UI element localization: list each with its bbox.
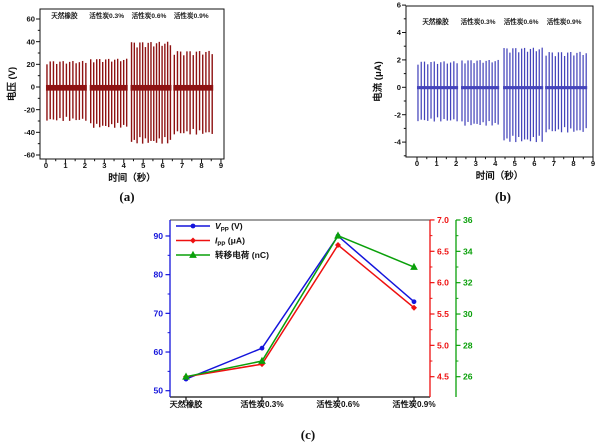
caption-b: (b) bbox=[495, 189, 511, 204]
svg-text:6: 6 bbox=[161, 161, 165, 170]
caption-c: (c) bbox=[300, 427, 316, 442]
svg-text:50: 50 bbox=[153, 386, 163, 396]
svg-text:32: 32 bbox=[463, 278, 473, 288]
svg-text:0: 0 bbox=[31, 83, 35, 92]
svg-text:天然橡胶: 天然橡胶 bbox=[170, 399, 204, 409]
svg-text:VPP (V): VPP (V) bbox=[215, 221, 243, 234]
svg-text:34: 34 bbox=[463, 246, 473, 256]
svg-text:-60: -60 bbox=[24, 151, 35, 160]
svg-text:活性炭0.9%: 活性炭0.9% bbox=[392, 399, 436, 409]
svg-text:70: 70 bbox=[153, 308, 163, 318]
svg-text:28: 28 bbox=[463, 340, 473, 350]
svg-text:36: 36 bbox=[463, 215, 473, 225]
svg-text:3: 3 bbox=[102, 161, 106, 170]
svg-text:4: 4 bbox=[122, 161, 127, 170]
svg-text:1: 1 bbox=[434, 159, 439, 168]
svg-text:天然橡胶: 天然橡胶 bbox=[422, 17, 449, 26]
svg-text:电压 (V): 电压 (V) bbox=[6, 67, 18, 101]
svg-text:活性炭0.6%: 活性炭0.6% bbox=[316, 399, 360, 409]
svg-text:40: 40 bbox=[27, 37, 35, 46]
svg-text:-2: -2 bbox=[394, 110, 401, 119]
svg-text:IPP (μA): IPP (μA) bbox=[215, 236, 245, 249]
svg-text:活性炭0.9%: 活性炭0.9% bbox=[174, 11, 209, 20]
svg-text:90: 90 bbox=[153, 231, 163, 241]
svg-text:活性炭0.3%: 活性炭0.3% bbox=[461, 17, 496, 26]
svg-text:2: 2 bbox=[397, 56, 401, 65]
panel-b-spikes bbox=[416, 47, 588, 143]
svg-text:活性炭0.3%: 活性炭0.3% bbox=[240, 399, 284, 409]
svg-text:20: 20 bbox=[27, 60, 35, 69]
svg-text:2: 2 bbox=[83, 161, 87, 170]
panel-b: 天然橡胶 活性炭0.3% 活性炭0.6% 活性炭0.9% -4 -2 0 2 4 6 0 1 2 3 4 5 6… bbox=[372, 1, 595, 182]
svg-text:7.0: 7.0 bbox=[437, 215, 449, 225]
svg-text:80: 80 bbox=[153, 270, 163, 280]
svg-text:0: 0 bbox=[415, 159, 419, 168]
svg-text:电流 (μA): 电流 (μA) bbox=[372, 61, 384, 102]
svg-text:-20: -20 bbox=[24, 105, 35, 114]
svg-text:活性炭0.3%: 活性炭0.3% bbox=[89, 11, 124, 20]
svg-text:8: 8 bbox=[571, 159, 575, 168]
svg-text:26: 26 bbox=[463, 372, 473, 382]
svg-text:-4: -4 bbox=[394, 138, 402, 147]
svg-text:5: 5 bbox=[141, 161, 146, 170]
svg-text:5: 5 bbox=[513, 159, 518, 168]
svg-text:时间（秒）: 时间（秒） bbox=[476, 170, 524, 182]
panel-a-spikes bbox=[45, 41, 214, 144]
svg-text:6.0: 6.0 bbox=[437, 278, 449, 288]
svg-text:4: 4 bbox=[493, 159, 498, 168]
svg-text:活性炭0.9%: 活性炭0.9% bbox=[547, 17, 582, 26]
svg-text:60: 60 bbox=[27, 15, 35, 24]
svg-text:4: 4 bbox=[397, 28, 402, 37]
svg-text:5.0: 5.0 bbox=[437, 340, 449, 350]
svg-text:0: 0 bbox=[44, 161, 48, 170]
svg-text:1: 1 bbox=[63, 161, 68, 170]
svg-text:4.5: 4.5 bbox=[437, 372, 449, 382]
svg-text:天然橡胶: 天然橡胶 bbox=[51, 11, 78, 20]
svg-text:6: 6 bbox=[397, 1, 401, 10]
caption-a: (a) bbox=[119, 189, 135, 204]
svg-text:6.5: 6.5 bbox=[437, 246, 449, 256]
svg-text:7: 7 bbox=[180, 161, 184, 170]
panel-c-legend: VPP (V) IPP (μA)转移电荷 (nC) bbox=[176, 221, 269, 260]
panel-c: 50 60 70 80 90 4.5 5.0 5.5 6.0 6.5 7.0 26 28 30 32 34 36… bbox=[153, 215, 472, 409]
panel-a-axes: -60 -40 -20 0 20 40 60 0 1 2 3 4 5 6 7 8 9 bbox=[24, 8, 225, 170]
svg-text:3: 3 bbox=[474, 159, 478, 168]
svg-text:2: 2 bbox=[454, 159, 458, 168]
svg-text:9: 9 bbox=[219, 161, 223, 170]
svg-text:0: 0 bbox=[397, 83, 401, 92]
svg-text:5.5: 5.5 bbox=[437, 309, 449, 319]
svg-text:30: 30 bbox=[463, 309, 473, 319]
svg-text:转移电荷 (nC): 转移电荷 (nC) bbox=[215, 249, 269, 260]
svg-text:9: 9 bbox=[591, 159, 595, 168]
svg-text:8: 8 bbox=[199, 161, 203, 170]
svg-text:7: 7 bbox=[552, 159, 556, 168]
svg-text:6: 6 bbox=[532, 159, 536, 168]
panel-a: 天然橡胶 活性炭0.3% 活性炭0.6% 活性炭0.9%-60-40-20020406… bbox=[6, 8, 225, 184]
svg-text:时间（秒）: 时间（秒） bbox=[108, 172, 156, 184]
svg-text:60: 60 bbox=[153, 347, 163, 357]
svg-text:-40: -40 bbox=[24, 128, 35, 137]
svg-text:活性炭0.6%: 活性炭0.6% bbox=[504, 17, 539, 26]
panel-b-axes: -4 -2 0 2 4 6 0 1 2 3 4 5 6 7 8 9 bbox=[394, 1, 595, 168]
svg-text:活性炭0.6%: 活性炭0.6% bbox=[132, 11, 167, 20]
